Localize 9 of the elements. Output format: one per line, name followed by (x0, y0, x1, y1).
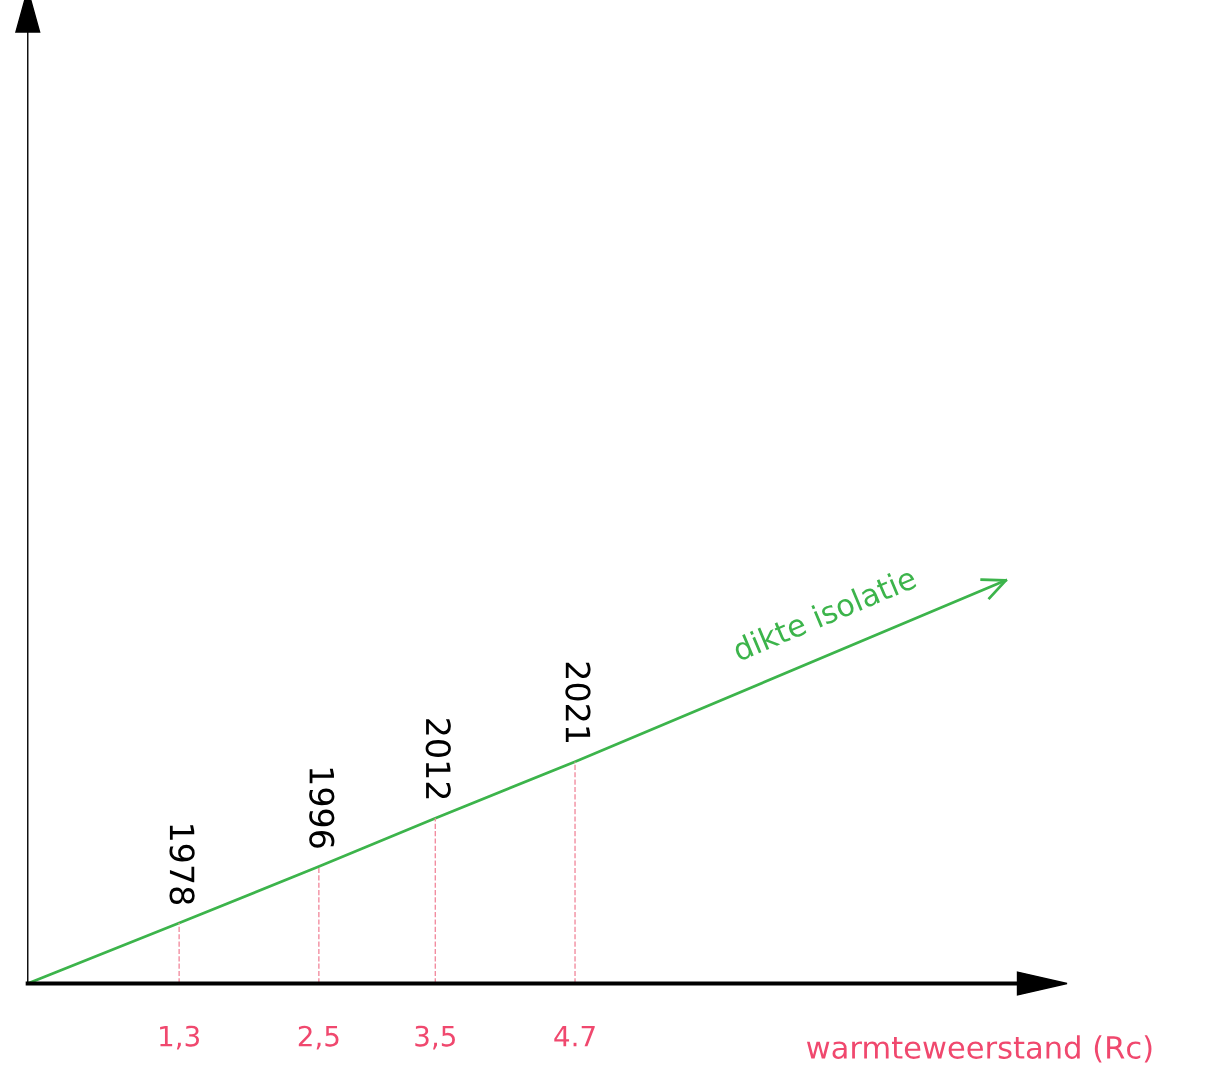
annotation: 2012 (425, 719, 451, 799)
annotation: 1978 (169, 825, 195, 905)
x-tick-label: 1,3 (160, 1025, 199, 1050)
x-tick-label: 3,5 (415, 1025, 455, 1050)
annotation: 2021 (565, 662, 591, 743)
annotation: 1996 (309, 768, 335, 848)
x-tick-label: 2,5 (298, 1025, 339, 1050)
x-tick-label: 4.7 (554, 1026, 595, 1047)
x-axis-title: warmteweerstand (Rc) (806, 1035, 1152, 1063)
